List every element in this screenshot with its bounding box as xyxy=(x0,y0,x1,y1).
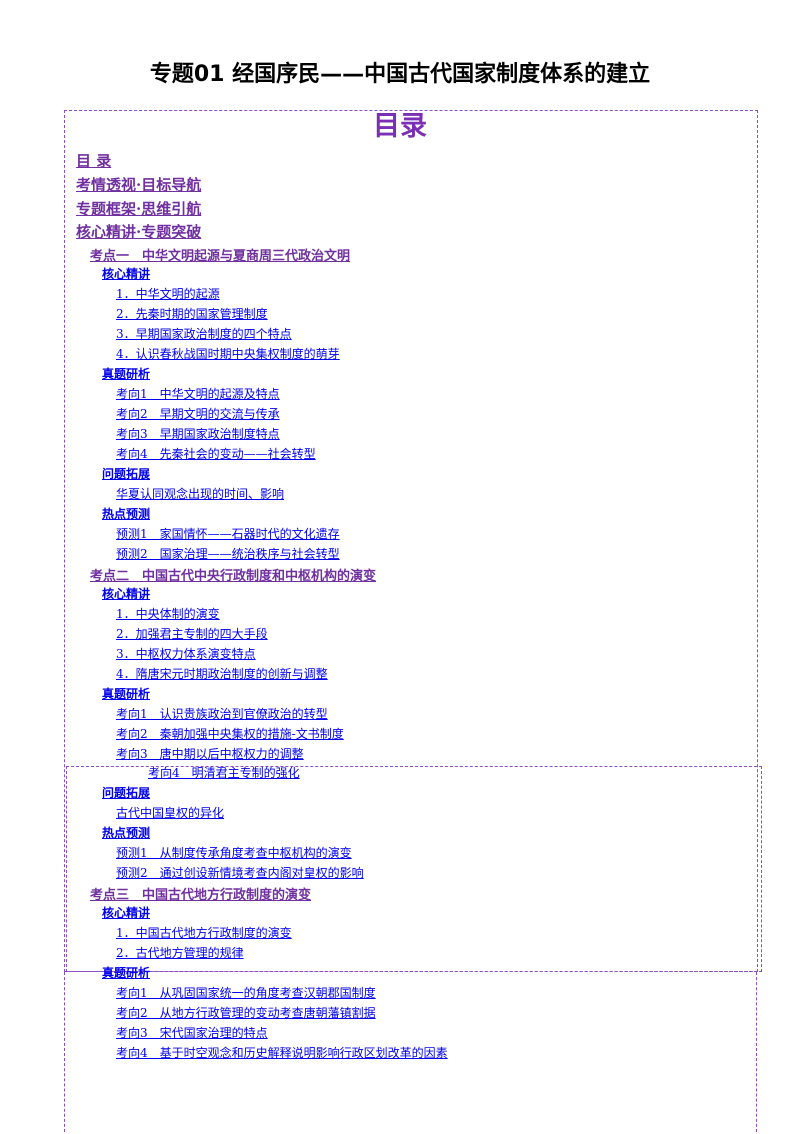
toc-link-topic-framework[interactable]: 专题框架·思维引航 xyxy=(76,200,202,218)
toc-link-item[interactable]: 考向4 明清君主专制的强化 xyxy=(148,766,300,780)
toc-link-item[interactable]: 2．先秦时期的国家管理制度 xyxy=(116,307,268,321)
toc-link-item[interactable]: 1．中华文明的起源 xyxy=(116,287,220,301)
toc-link-predictions[interactable]: 热点预测 xyxy=(102,507,151,521)
toc-link-point-2[interactable]: 考点二 中国古代中央行政制度和中枢机构的演变 xyxy=(90,569,377,584)
toc-link-item[interactable]: 考向2 从地方行政管理的变动考查唐朝藩镇割据 xyxy=(116,1006,376,1020)
toc-link-extension[interactable]: 问题拓展 xyxy=(102,786,151,800)
toc-link-item[interactable]: 4．隋唐宋元时期政治制度的创新与调整 xyxy=(116,667,328,681)
toc-link-item[interactable]: 考向4 先秦社会的变动——社会转型 xyxy=(116,447,316,461)
frame-line-right xyxy=(756,972,757,1132)
toc-link-past-exams[interactable]: 真题研析 xyxy=(102,966,151,980)
toc-link-item[interactable]: 预测1 从制度传承角度考查中枢机构的演变 xyxy=(116,846,352,860)
toc-link-item[interactable]: 古代中国皇权的异化 xyxy=(116,806,225,820)
toc-link-predictions[interactable]: 热点预测 xyxy=(102,826,151,840)
toc-link-item[interactable]: 1．中国古代地方行政制度的演变 xyxy=(116,926,292,940)
toc-link-item[interactable]: 考向3 唐中期以后中枢权力的调整 xyxy=(116,747,304,761)
frame-line-left xyxy=(64,972,65,1132)
toc-link-past-exams[interactable]: 真题研析 xyxy=(102,687,151,701)
toc-link-exam-overview[interactable]: 考情透视·目标导航 xyxy=(76,176,202,194)
toc-link-core-lecture[interactable]: 核心精讲 xyxy=(102,906,151,920)
toc-link-item[interactable]: 3．早期国家政治制度的四个特点 xyxy=(116,327,292,341)
floating-frame xyxy=(66,766,762,972)
toc-link-point-3[interactable]: 考点三 中国古代地方行政制度的演变 xyxy=(90,888,312,903)
toc-link-item[interactable]: 考向3 早期国家政治制度特点 xyxy=(116,427,280,441)
toc-link-extension[interactable]: 问题拓展 xyxy=(102,467,151,481)
toc-link-item[interactable]: 考向2 秦朝加强中央集权的措施-文书制度 xyxy=(116,727,344,741)
toc-link-item[interactable]: 考向1 认识贵族政治到官僚政治的转型 xyxy=(116,707,328,721)
toc-link-item[interactable]: 2．加强君主专制的四大手段 xyxy=(116,627,268,641)
toc-heading: 目录 xyxy=(373,111,427,142)
toc-link-item[interactable]: 华夏认同观念出现的时间、影响 xyxy=(116,487,285,501)
toc-link-item[interactable]: 考向3 宋代国家治理的特点 xyxy=(116,1026,268,1040)
document-title: 专题01 经国序民——中国古代国家制度体系的建立 xyxy=(149,62,651,87)
toc-link-item[interactable]: 考向2 早期文明的交流与传承 xyxy=(116,407,280,421)
toc-link-core-lecture[interactable]: 核心精讲 xyxy=(102,267,151,281)
toc-link-item[interactable]: 预测2 国家治理——统治秩序与社会转型 xyxy=(116,547,340,561)
toc-link-core-lecture[interactable]: 核心精讲 xyxy=(102,587,151,601)
toc-link-item[interactable]: 考向1 中华文明的起源及特点 xyxy=(116,387,280,401)
toc-link-item[interactable]: 4．认识春秋战国时期中央集权制度的萌芽 xyxy=(116,347,340,361)
toc-link-past-exams[interactable]: 真题研析 xyxy=(102,367,151,381)
toc-link-item[interactable]: 1．中央体制的演变 xyxy=(116,607,220,621)
toc-link-item[interactable]: 预测2 通过创设新情境考查内阁对皇权的影响 xyxy=(116,866,364,880)
toc-link-point-1[interactable]: 考点一 中华文明起源与夏商周三代政治文明 xyxy=(90,249,351,264)
toc-link-item[interactable]: 考向1 从巩固国家统一的角度考查汉朝郡国制度 xyxy=(116,986,376,1000)
toc-link-item[interactable]: 3．中枢权力体系演变特点 xyxy=(116,647,256,661)
toc-link-item[interactable]: 考向4 基于时空观念和历史解释说明影响行政区划改革的因素 xyxy=(116,1046,448,1060)
toc-link-core-breakthrough[interactable]: 核心精讲·专题突破 xyxy=(76,223,202,241)
toc-link-contents[interactable]: 目 录 xyxy=(76,152,112,170)
toc-link-item[interactable]: 预测1 家国情怀——石器时代的文化遗存 xyxy=(116,527,340,541)
toc-link-item[interactable]: 2．古代地方管理的规律 xyxy=(116,946,244,960)
